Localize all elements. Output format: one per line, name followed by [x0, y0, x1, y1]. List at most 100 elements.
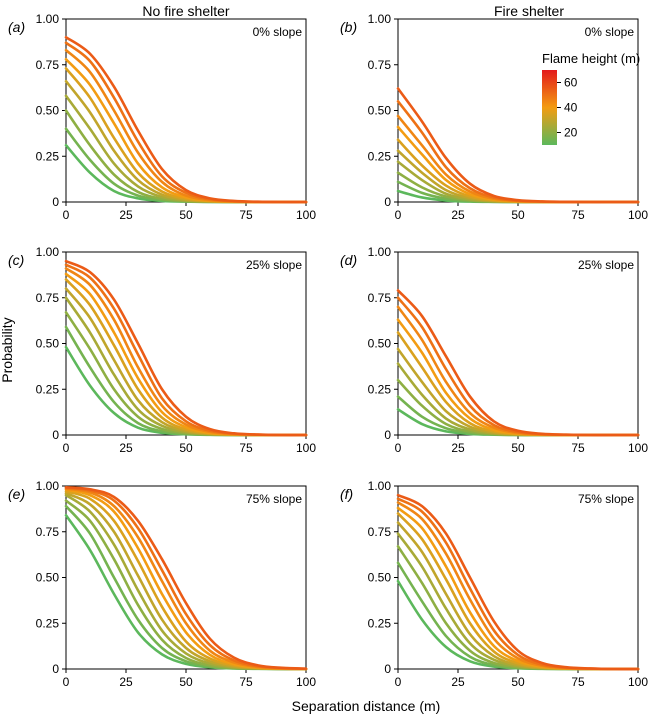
- panel-b: (b) 0% slope 0 0.25 0.50 0.75 1.00 0 25 50 75 100: [340, 12, 648, 222]
- panel-e: (e) 75% slope 0 0.25 0.50 0.75 1.00 0 25 50 75 100: [8, 479, 316, 689]
- y-tick-label: 0.75: [368, 291, 392, 305]
- series-line: [396, 497, 640, 671]
- x-tick-label: 100: [296, 441, 316, 455]
- y-tick-label: 0: [384, 195, 391, 209]
- colorbar: [542, 70, 557, 145]
- y-tick-label: 0: [384, 428, 391, 442]
- x-tick-label: 0: [395, 675, 402, 689]
- x-tick-label: 75: [239, 675, 253, 689]
- legend-title: Flame height (m): [542, 51, 640, 66]
- slope-annotation: 75% slope: [246, 492, 302, 506]
- x-tick-label: 75: [571, 675, 585, 689]
- x-tick-label: 50: [179, 208, 193, 222]
- y-tick-label: 0.25: [36, 149, 60, 163]
- y-tick-label: 0.75: [36, 525, 60, 539]
- x-tick-label: 25: [119, 441, 133, 455]
- y-tick-label: 1.00: [368, 479, 392, 493]
- x-tick-label: 25: [119, 208, 133, 222]
- series-line: [396, 289, 640, 437]
- plot-frame: [397, 485, 639, 670]
- y-tick-label: 0.50: [368, 571, 392, 585]
- panel-label: (e): [8, 486, 25, 502]
- panel-label: (b): [340, 19, 357, 35]
- series-line: [64, 490, 308, 671]
- plot-frame: [65, 251, 307, 436]
- series-line: [64, 325, 308, 437]
- x-tick-label: 0: [63, 441, 70, 455]
- y-tick-label: 0.75: [368, 525, 392, 539]
- y-tick-label: 0: [52, 662, 59, 676]
- series-line: [396, 493, 640, 671]
- x-tick-label: 50: [511, 441, 525, 455]
- slope-annotation: 0% slope: [585, 25, 635, 39]
- y-tick-label: 0.50: [36, 337, 60, 351]
- colorbar-tick-label: 60: [564, 76, 578, 90]
- y-tick-label: 0.25: [368, 616, 392, 630]
- x-tick-label: 0: [63, 675, 70, 689]
- series-line: [64, 485, 308, 670]
- y-tick-label: 0.25: [36, 616, 60, 630]
- series-line: [64, 109, 308, 204]
- y-tick-label: 0.50: [36, 571, 60, 585]
- column-title-no-shelter: No fire shelter: [142, 3, 229, 19]
- series-line: [64, 94, 308, 204]
- slope-annotation: 25% slope: [578, 258, 634, 272]
- x-tick-label: 75: [571, 441, 585, 455]
- x-tick-label: 100: [296, 675, 316, 689]
- slope-annotation: 25% slope: [246, 258, 302, 272]
- x-tick-label: 75: [239, 208, 253, 222]
- panel-label: (c): [8, 252, 24, 268]
- x-tick-label: 0: [395, 441, 402, 455]
- x-tick-label: 25: [119, 675, 133, 689]
- series-line: [64, 36, 308, 204]
- y-tick-label: 0.25: [368, 382, 392, 396]
- series-line: [396, 561, 640, 671]
- y-tick-label: 0.75: [36, 58, 60, 72]
- panels: (a) 0% slope 0 0.25 0.50 0.75 1.00 0 25 50 75 100 (b…: [8, 12, 648, 689]
- y-tick-label: 1.00: [368, 12, 392, 26]
- plot-frame: [397, 18, 639, 203]
- panel-label: (d): [340, 252, 357, 268]
- y-tick-label: 0: [384, 662, 391, 676]
- x-tick-label: 100: [628, 441, 648, 455]
- column-title-fire-shelter: Fire shelter: [494, 3, 564, 19]
- x-tick-label: 100: [296, 208, 316, 222]
- slope-annotation: 0% slope: [253, 25, 303, 39]
- panel-label: (f): [340, 486, 353, 502]
- y-tick-label: 0.75: [368, 58, 392, 72]
- x-tick-label: 0: [63, 208, 70, 222]
- x-axis-label: Separation distance (m): [292, 698, 441, 714]
- x-tick-label: 50: [179, 675, 193, 689]
- x-tick-label: 50: [511, 208, 525, 222]
- y-tick-label: 0.25: [36, 382, 60, 396]
- series-line: [64, 263, 308, 437]
- y-tick-label: 0.50: [368, 337, 392, 351]
- slope-annotation: 75% slope: [578, 492, 634, 506]
- colorbar-tick-label: 40: [564, 101, 578, 115]
- series-line: [64, 296, 308, 437]
- legend: Flame height (m) 60 40 20: [542, 51, 640, 145]
- series-line: [396, 87, 640, 204]
- series-line: [64, 504, 308, 671]
- panel-f: (f) 75% slope 0 0.25 0.50 0.75 1.00 0 25 50 75 100: [340, 479, 648, 689]
- panel-label: (a): [8, 19, 25, 35]
- y-tick-label: 0.50: [36, 104, 60, 118]
- y-tick-label: 0.75: [36, 291, 60, 305]
- x-tick-label: 0: [395, 208, 402, 222]
- y-axis-label: Probability: [0, 317, 15, 382]
- x-tick-label: 75: [571, 208, 585, 222]
- y-tick-label: 1.00: [368, 245, 392, 259]
- panel-d: (d) 25% slope 0 0.25 0.50 0.75 1.00 0 25 50 75 100: [340, 245, 648, 455]
- panel-c: (c) 25% slope 0 0.25 0.50 0.75 1.00 0 25 50 75 100: [8, 245, 316, 455]
- x-tick-label: 75: [239, 441, 253, 455]
- x-tick-label: 25: [451, 208, 465, 222]
- x-tick-label: 25: [451, 441, 465, 455]
- colorbar-tick-label: 20: [564, 126, 578, 140]
- colorbar-ticks: 60 40 20: [557, 76, 578, 140]
- y-tick-label: 1.00: [36, 245, 60, 259]
- y-tick-label: 1.00: [36, 479, 60, 493]
- y-tick-label: 0: [52, 428, 59, 442]
- series-line: [64, 278, 308, 437]
- series-line: [64, 259, 308, 437]
- y-tick-label: 0.50: [368, 104, 392, 118]
